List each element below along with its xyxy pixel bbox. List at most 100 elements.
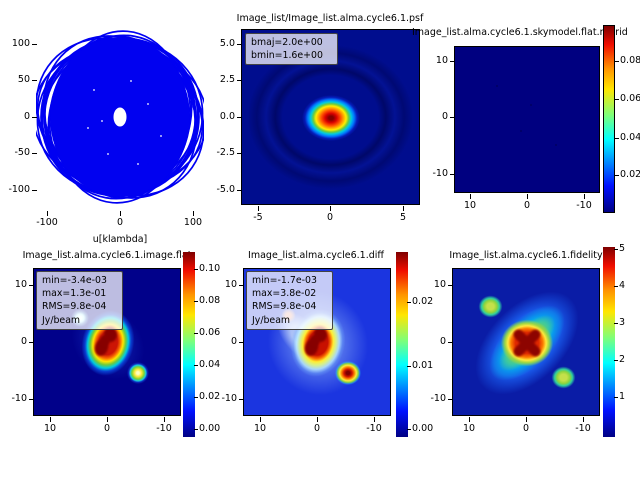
image-flat-xtick-label: 10	[29, 417, 71, 435]
psf-ytick-label: 2.5	[205, 74, 242, 86]
fidelity-xtick-label: 0	[505, 417, 547, 435]
uv-ytick-label: 0	[0, 111, 37, 123]
image-flat-xtick-label: -10	[143, 417, 185, 435]
image-flat-ytick-label: 10	[0, 279, 34, 291]
psf-xtick-label: 5	[382, 206, 424, 224]
image-flat-cbtick-label: 0.00	[194, 423, 231, 435]
skymodel-xtick-label: -10	[563, 194, 605, 212]
fidelity-ytick-label: 10	[416, 279, 453, 291]
uv-ytick-label: 100	[0, 38, 37, 50]
image-flat-core-lobe	[100, 335, 110, 346]
diff-core-lobe	[310, 335, 320, 346]
image-flat-unit: Jy/beam	[42, 314, 81, 326]
psf-stats-box: bmaj=2.0e+00 bmin=1.6e+00	[245, 33, 338, 66]
psf-xtick-label: 0	[309, 206, 351, 224]
diff-cbtick-label: 0.02	[407, 296, 444, 308]
diff-ytick-label: -10	[207, 393, 244, 405]
uv-scatter	[32, 30, 208, 204]
psf-ytick-label: -5.0	[205, 184, 242, 196]
fidelity-image	[452, 268, 600, 416]
diff-colorbar: 0.02 0.01 0.00	[396, 252, 433, 437]
fidelity-ytick-label: 0	[416, 336, 453, 348]
skymodel-title: Image_list.alma.cycle6.1.skymodel.flat.r…	[412, 27, 628, 38]
uv-ytick-label: -100	[0, 184, 37, 196]
fidelity-cbtick-label: 2	[614, 354, 640, 366]
image-flat-rms: RMS=9.8e-04	[42, 301, 107, 313]
skymodel-image	[454, 46, 600, 193]
diff-title: Image_list.alma.cycle6.1.diff	[248, 250, 384, 261]
uv-gaps	[87, 80, 162, 165]
uv-xtick-label: 0	[99, 211, 141, 229]
diff-unit: Jy/beam	[252, 314, 291, 326]
fidelity-upperleft-blob	[477, 294, 504, 319]
uv-ytick-label: -50	[0, 147, 37, 159]
uv-center-hole	[113, 107, 127, 127]
psf-xtick-label: -5	[237, 206, 279, 224]
diff-ytick-label: 10	[207, 279, 244, 291]
diff-xtick-label: 0	[296, 417, 338, 435]
diff-xtick-label: -10	[353, 417, 395, 435]
fidelity-xtick-label: -10	[562, 417, 604, 435]
psf-title: Image_list/Image_list.alma.cycle6.1.psf	[236, 13, 424, 24]
image-flat-cbtick-label: 0.10	[194, 263, 231, 275]
skymodel-colorbar: 0.08 0.06 0.04 0.02	[603, 25, 640, 213]
skymodel-speck	[520, 130, 522, 132]
skymodel-cbtick-label: 0.08	[615, 55, 640, 67]
skymodel-speck	[555, 144, 557, 146]
diff-cbtick-label: 0.00	[407, 423, 444, 435]
image-flat-xtick-label: 0	[86, 417, 128, 435]
psf-bmaj: bmaj=2.0e+00	[251, 37, 323, 48]
psf-beam-blob	[302, 95, 360, 141]
skymodel-ytick-label: 0	[418, 111, 455, 123]
psf-panel: bmaj=2.0e+00 bmin=1.6e+00 5.0 2.5 0.0 -2…	[216, 29, 420, 223]
image-flat-min: min=-3.4e-03	[42, 275, 107, 286]
uv-xtick-label: 100	[172, 211, 214, 229]
image-flat-colorbar: 0.10 0.08 0.06 0.04 0.02 0.00	[183, 252, 220, 437]
diff-max: max=3.8e-02	[252, 288, 317, 300]
fidelity-title: Image_list.alma.cycle6.1.fidelity	[449, 250, 603, 261]
skymodel-cbtick-label: 0.06	[615, 93, 640, 105]
psf-ytick-label: -2.5	[205, 147, 242, 159]
image-flat-panel: min=-3.4e-03 max=1.3e-01 RMS=9.8e-04 Jy/…	[11, 268, 181, 434]
fidelity-cbtick-label: 3	[614, 317, 640, 329]
diff-min: min=-1.7e-03	[252, 275, 317, 286]
image-flat-title: Image_list.alma.cycle6.1.image.flat	[22, 250, 192, 261]
image-flat-secondary-source	[127, 362, 149, 384]
diff-rms: RMS=9.8e-04	[252, 301, 317, 313]
image-flat-ytick-label: -10	[0, 393, 34, 405]
fidelity-colorbar: 5 4 3 2 1	[603, 243, 625, 437]
psf-ytick-label: 5.0	[205, 38, 242, 50]
fidelity-lowerright-blob	[550, 365, 577, 390]
skymodel-cbtick-label: 0.02	[615, 169, 640, 181]
diff-cbtick-label: 0.01	[407, 360, 444, 372]
uv-xtick-label: -100	[26, 211, 68, 229]
image-flat-cbtick-label: 0.04	[194, 359, 231, 371]
image-flat-cbtick-label: 0.02	[194, 391, 231, 403]
skymodel-speck	[530, 104, 532, 106]
image-flat-max: max=1.3e-01	[42, 288, 107, 300]
uv-axis-label: u[klambda]	[92, 234, 148, 245]
skymodel-speck	[496, 85, 498, 87]
diff-panel: min=-1.7e-03 max=3.8e-02 RMS=9.8e-04 Jy/…	[221, 268, 391, 434]
fidelity-ytick-label: -10	[416, 393, 453, 405]
image-flat-cbtick-label: 0.06	[194, 327, 231, 339]
skymodel-xtick-label: 0	[506, 194, 548, 212]
fidelity-cbtick-label: 4	[614, 280, 640, 292]
skymodel-panel: 10 0 -10 10 0 -10	[432, 46, 600, 211]
psf-bmin: bmin=1.6e+00	[251, 50, 323, 62]
image-flat-cbtick-label: 0.08	[194, 295, 231, 307]
diff-secondary-source	[335, 361, 361, 385]
uv-coverage-plot: 100 50 0 -50 -100 -100 0 100 u[klambda]	[8, 26, 208, 245]
skymodel-ytick-label: -10	[418, 168, 455, 180]
diff-stats-box: min=-1.7e-03 max=3.8e-02 RMS=9.8e-04 Jy/…	[246, 271, 333, 330]
skymodel-xtick-label: 10	[449, 194, 491, 212]
fidelity-cbtick-label: 1	[614, 391, 640, 403]
fidelity-xtick-label: 10	[448, 417, 490, 435]
diff-xtick-label: 10	[239, 417, 281, 435]
fidelity-panel: 10 0 -10 10 0 -10	[430, 268, 600, 434]
fidelity-cbtick-label: 5	[614, 243, 640, 255]
uv-ytick-label: 50	[0, 74, 37, 86]
skymodel-ytick-label: 10	[418, 55, 455, 67]
psf-ytick-label: 0.0	[205, 111, 242, 123]
